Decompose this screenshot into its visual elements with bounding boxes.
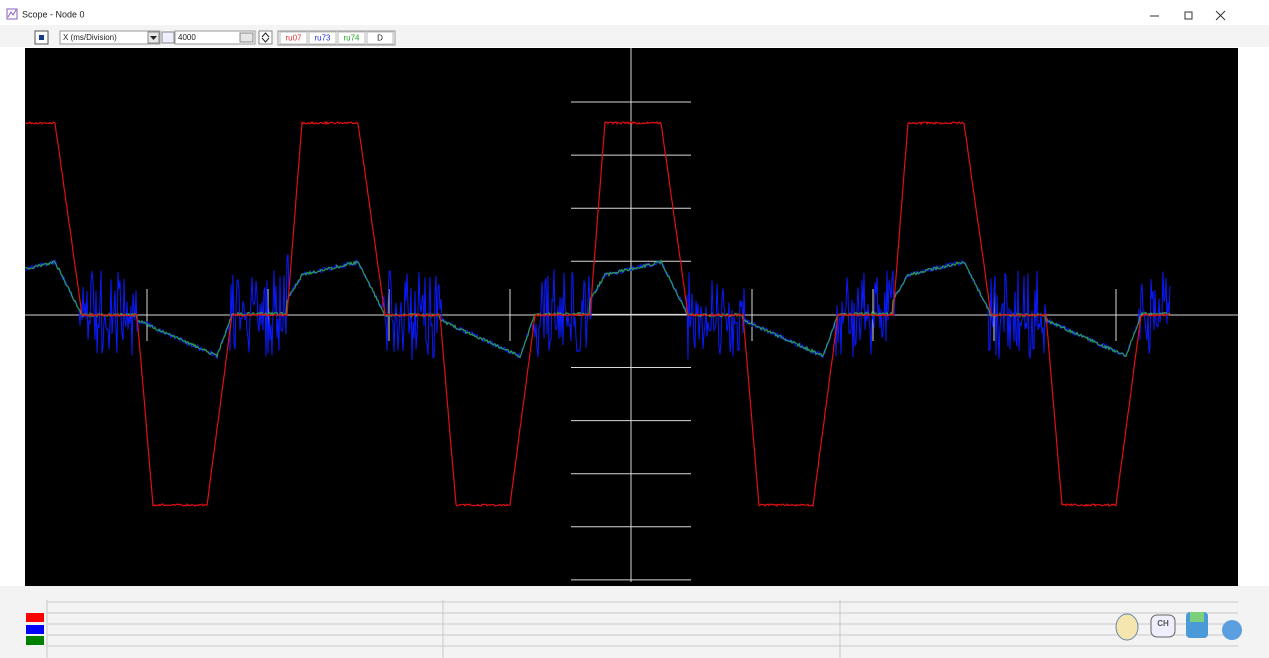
axis-mode-label: X (ms/Division) [63,33,117,42]
status-grid [46,600,1238,658]
tray-icon-part [1190,612,1204,622]
axis-mode-select[interactable] [59,30,161,45]
waveforms [25,120,1171,508]
app-icon [6,8,18,20]
value-text: 4000 [178,33,196,42]
dropdown-arrow-icon [150,36,157,40]
ru74-trace [25,258,1171,359]
stop-icon [39,35,44,40]
title-bar [0,0,1269,24]
tray-icon[interactable] [1222,620,1242,640]
d-label: D [377,34,383,43]
tray-icon[interactable] [1150,614,1176,638]
spin-icon [261,32,270,43]
d-button[interactable] [366,31,394,45]
spin-button[interactable] [258,30,273,45]
restore-button[interactable] [1184,11,1193,20]
channel-button[interactable] [308,31,337,45]
ru07-trace [25,120,1171,508]
channel-label: ru07 [285,34,302,43]
tray-icon-label: CH [1157,619,1169,628]
channel-label: ru73 [314,34,331,43]
scale-icon[interactable] [161,31,175,44]
channel-label: ru74 [343,34,360,43]
channel-button[interactable] [337,31,366,45]
channel-button[interactable] [279,31,308,45]
value-input[interactable] [174,30,256,45]
keyboard-button[interactable] [239,32,254,43]
channel-swatch [26,636,44,645]
close-button[interactable] [1215,10,1226,21]
channel-swatch [26,625,44,634]
channel-swatch [26,613,44,622]
status-panel [0,586,1269,658]
app-icon-graph [7,9,17,18]
window-title: Scope - Node 0 [22,9,85,19]
tray-icon[interactable] [1115,613,1139,641]
